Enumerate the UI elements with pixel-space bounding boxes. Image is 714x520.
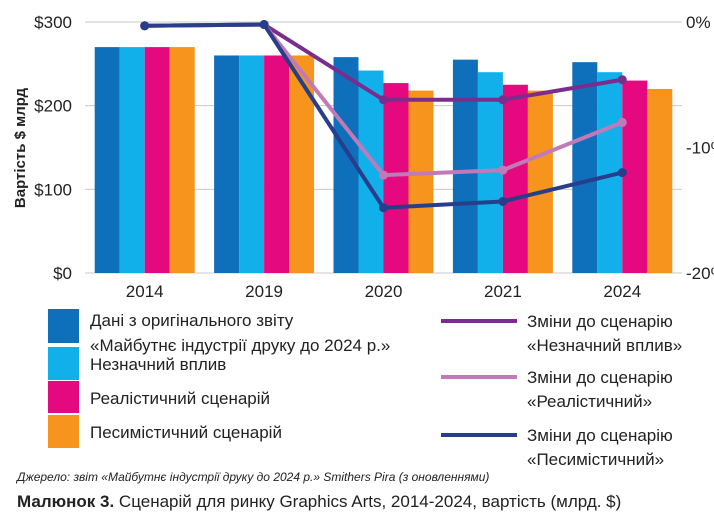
figure-caption: Малюнок 3. Сценарій для ринку Graphics A…: [17, 492, 621, 512]
legend-swatch: [48, 381, 79, 413]
bar: [502, 84, 528, 273]
bar: [527, 90, 553, 274]
legend-label: «Песимістичний»: [527, 450, 664, 469]
bar: [647, 88, 673, 273]
chart: $0 $100 $200 $300 0% -10% -20% Вартість $ млрд 2…: [12, 13, 714, 469]
x-tick-label: 2024: [603, 282, 641, 301]
x-tick-label: 2020: [365, 282, 403, 301]
y2-tick-label: -20%: [686, 264, 714, 283]
x-tick-label: 2014: [126, 282, 164, 301]
legend-label: «Реалістичний»: [527, 392, 652, 411]
legend-label: Реалістичний сценарій: [90, 389, 270, 408]
line-point: [259, 20, 269, 30]
line-point: [617, 75, 627, 85]
bar: [119, 47, 145, 273]
bar: [239, 55, 265, 273]
caption-text: Сценарій для ринку Graphics Arts, 2014-2…: [114, 492, 622, 511]
bar: [264, 55, 290, 273]
y2-tick-label: -10%: [686, 139, 714, 158]
legend-label: Песимістичний сценарій: [90, 423, 282, 442]
legend-label: «Майбутнє індустрії друку до 2024 р.»: [90, 336, 390, 355]
bar: [383, 83, 409, 274]
legend-label: Незначний вплив: [90, 355, 226, 374]
bar: [94, 47, 120, 273]
line-point: [379, 203, 388, 213]
legend-label: «Незначний вплив»: [527, 336, 682, 355]
legend-label: Зміни до сценарію: [527, 426, 673, 445]
bar: [452, 59, 478, 274]
line-point: [140, 21, 150, 31]
line-point: [498, 95, 508, 105]
legend-swatch: [48, 415, 79, 448]
bar: [289, 55, 315, 273]
line-point: [617, 117, 627, 127]
bar: [144, 47, 170, 273]
source-note: Джерело: звіт «Майбутнє індустрії друку …: [17, 470, 490, 484]
bar: [169, 47, 195, 273]
legend-swatch: [48, 309, 79, 343]
y-tick-label: $100: [34, 180, 72, 199]
y2-tick-label: 0%: [686, 13, 711, 32]
legend-swatch: [48, 347, 79, 380]
line-point: [617, 168, 627, 178]
caption-label: Малюнок 3.: [17, 492, 115, 511]
y-tick-label: $300: [34, 13, 72, 32]
bar: [408, 90, 434, 274]
line-point: [498, 165, 508, 175]
line-point: [498, 196, 508, 206]
bar: [622, 80, 648, 273]
legend-label: Зміни до сценарію: [527, 312, 673, 331]
y-tick-label: $200: [34, 97, 72, 116]
bar: [572, 62, 598, 273]
y-axis-label: Вартість $ млрд: [12, 87, 29, 208]
legend-label: Дані з оригінального звіту: [90, 311, 294, 330]
line-point: [379, 95, 388, 105]
x-tick-label: 2021: [484, 282, 522, 301]
y-tick-label: $0: [53, 264, 72, 283]
bar: [214, 55, 240, 273]
line-point: [379, 170, 388, 180]
legend-label: Зміни до сценарію: [527, 368, 673, 387]
x-tick-label: 2019: [245, 282, 283, 301]
